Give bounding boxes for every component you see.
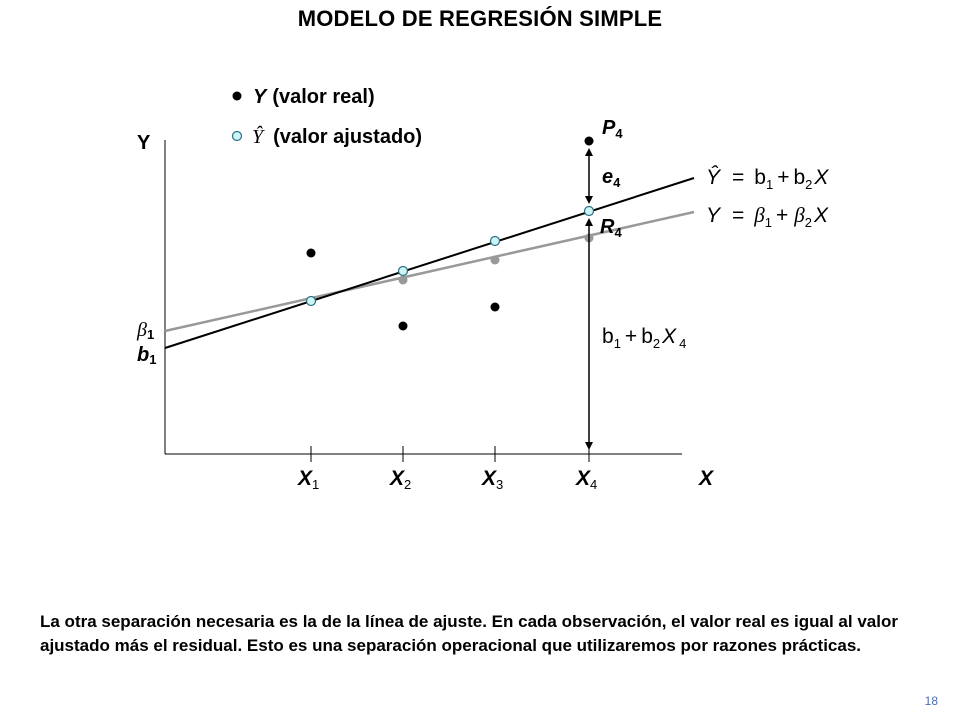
fitted-equation: Ŷ = b1 + b2X <box>706 166 829 192</box>
beta1-intercept-label: β1 <box>136 319 154 342</box>
actual-point-4 <box>584 136 594 146</box>
true-regression-line <box>164 210 695 333</box>
fitted-point-2 <box>397 265 409 277</box>
legend-actual-text: Y (valor real) <box>253 86 375 108</box>
actual-point-1 <box>306 248 316 258</box>
fitted-value-equation: b1 + b2X 4 <box>602 325 686 351</box>
residual-arrowhead-bottom <box>585 196 593 204</box>
legend-actual-marker <box>232 91 242 101</box>
legend-fitted-symbol: Ŷ <box>252 125 265 148</box>
legend-fitted-marker <box>231 130 243 142</box>
fitted-point-3 <box>489 235 501 247</box>
true-equation: Y = β1 + β2X <box>706 203 829 230</box>
fitted-regression-line <box>164 177 695 349</box>
true-line-point-3 <box>490 255 500 265</box>
slide-title: MODELO DE REGRESIÓN SIMPLE <box>297 6 663 31</box>
caption-text: La otra separación necesaria es la de la… <box>40 612 898 655</box>
page-number: 18 <box>924 694 938 708</box>
true-line-point-2 <box>398 275 408 285</box>
b1-intercept-label: b1 <box>137 344 156 367</box>
legend-fitted-text: Ŷ (valor ajustado) <box>252 125 422 148</box>
fitted-value-arrowhead-bottom <box>585 442 593 450</box>
x-tick-label-1: X1 <box>297 467 319 492</box>
x-tick-label-2: X2 <box>389 467 411 492</box>
x-tick-label-4: X4 <box>575 467 597 492</box>
actual-point-3 <box>490 302 500 312</box>
actual-point-2 <box>398 321 408 331</box>
fitted-value-arrowhead-top <box>585 218 593 226</box>
y-axis-label: Y <box>137 132 151 154</box>
r4-label: R4 <box>600 216 622 240</box>
e4-label: e4 <box>602 166 621 190</box>
fitted-point-4 <box>583 205 595 217</box>
x-axis-label: X <box>698 467 715 490</box>
x-tick-label-3: X3 <box>481 467 503 492</box>
p4-label: P4 <box>602 117 623 141</box>
legend-actual-symbol: Y <box>253 86 268 108</box>
legend-actual-label: (valor real) <box>272 86 374 108</box>
residual-arrowhead-top <box>585 148 593 156</box>
legend-fitted-label: (valor ajustado) <box>273 126 422 148</box>
fitted-point-1 <box>305 295 317 307</box>
